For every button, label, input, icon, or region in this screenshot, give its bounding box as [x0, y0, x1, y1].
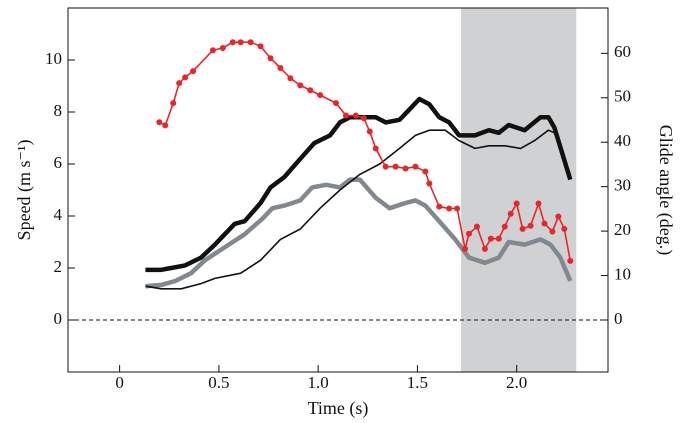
point — [462, 245, 469, 252]
point — [333, 100, 340, 107]
y2-tick-label: 50 — [614, 87, 631, 106]
point — [541, 220, 548, 227]
point — [229, 39, 236, 46]
plot-frame — [67, 7, 609, 373]
point — [454, 205, 461, 212]
x-tick-label: 2.0 — [506, 373, 527, 392]
y-tick-label: 8 — [54, 101, 63, 120]
y-tick-label: 0 — [54, 309, 63, 328]
series-line — [145, 96, 573, 273]
series-line — [145, 129, 572, 290]
y2-tick-label: 30 — [614, 176, 631, 195]
y2-tick-label: 0 — [614, 309, 623, 328]
y-tick-label: 4 — [54, 205, 63, 224]
y-tick-label: 10 — [45, 49, 62, 68]
point — [267, 55, 274, 62]
point — [422, 168, 429, 175]
point — [190, 68, 197, 75]
point — [352, 112, 359, 119]
point — [392, 163, 399, 170]
point — [170, 100, 177, 107]
point — [549, 228, 556, 235]
y2-axis-label: Glide angle (deg.) — [655, 125, 676, 255]
point — [372, 145, 379, 152]
point — [237, 39, 244, 46]
point — [257, 43, 264, 50]
point — [412, 163, 419, 170]
point — [507, 210, 514, 217]
point — [277, 65, 284, 71]
point — [501, 223, 508, 230]
shaded-region — [461, 8, 577, 372]
point — [446, 205, 453, 212]
point — [317, 92, 324, 99]
point — [176, 80, 183, 87]
point — [561, 225, 568, 232]
y-tick-label: 2 — [54, 257, 63, 276]
point — [402, 165, 409, 172]
point — [555, 213, 562, 220]
point — [473, 223, 480, 230]
point — [219, 45, 226, 51]
point — [527, 222, 534, 229]
point — [535, 200, 542, 207]
point — [513, 200, 520, 207]
point — [466, 230, 473, 237]
y2-tick-label: 10 — [614, 264, 631, 283]
series-line — [145, 177, 573, 289]
point — [156, 119, 163, 126]
point — [567, 257, 574, 264]
y-axis-label: Speed (m s⁻¹) — [14, 140, 35, 241]
point — [360, 115, 367, 122]
y2-tick-label: 40 — [614, 131, 631, 150]
point — [519, 225, 526, 232]
x-tick-label: 1.0 — [308, 373, 329, 392]
x-tick-label: 0.5 — [208, 373, 229, 392]
x-axis-label: Time (s) — [308, 398, 369, 419]
point — [481, 245, 488, 252]
y2-tick-label: 20 — [614, 220, 631, 239]
point — [495, 235, 502, 242]
point — [209, 47, 216, 54]
x-tick-label: 0 — [115, 373, 124, 392]
point — [426, 180, 433, 187]
point — [247, 39, 254, 46]
point — [297, 82, 304, 89]
point — [307, 87, 314, 94]
y2-tick-label: 60 — [614, 42, 631, 61]
point — [287, 75, 294, 82]
x-tick-label: 1.5 — [407, 373, 428, 392]
y-tick-label: 6 — [54, 153, 63, 172]
point — [487, 235, 494, 242]
point — [162, 122, 169, 129]
point — [342, 112, 349, 119]
point — [366, 128, 373, 135]
point — [182, 74, 189, 81]
point — [382, 163, 389, 170]
point — [436, 203, 443, 210]
